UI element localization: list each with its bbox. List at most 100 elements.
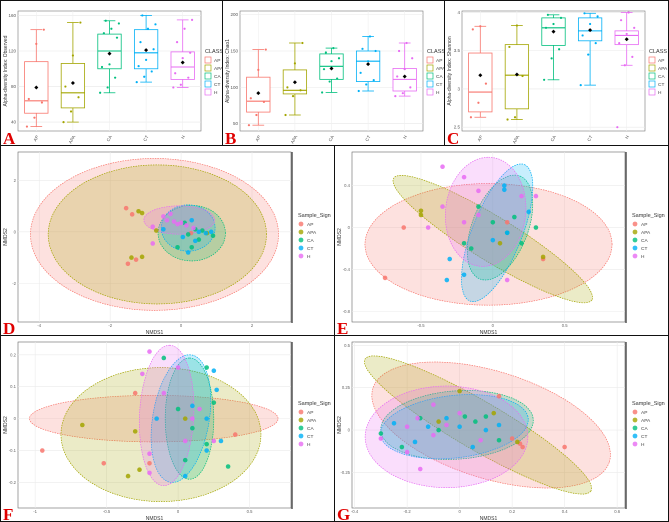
- point-apa: [418, 212, 424, 218]
- legend-key-apa: [298, 229, 304, 235]
- x-tick-label: CA: [328, 135, 335, 143]
- point-ca: [436, 427, 441, 433]
- point-ca: [204, 365, 209, 370]
- legend-label: APA: [307, 418, 317, 424]
- data-point: [332, 46, 335, 50]
- point-apa: [491, 410, 497, 416]
- point-apa: [80, 422, 85, 428]
- box-apa: [504, 44, 530, 110]
- data-point: [150, 70, 153, 73]
- data-point: [249, 97, 252, 100]
- boxplot-chart: 2.5 3 3.5 4 AP APA CA CT H Alpha-diversity Index:…: [447, 10, 668, 144]
- point-ct: [218, 438, 224, 444]
- point-h: [175, 365, 181, 370]
- point-ct: [526, 209, 532, 215]
- point-apa: [497, 240, 503, 246]
- legend-label: CT: [641, 246, 647, 252]
- y-tick-label: 100: [230, 85, 238, 90]
- legend-key-h: [632, 441, 638, 447]
- data-point: [33, 116, 36, 119]
- legend-key-apa: [648, 64, 656, 72]
- legend-label: CA: [436, 74, 443, 80]
- legend-label: APA: [658, 66, 668, 72]
- point-ca: [468, 246, 474, 251]
- legend-label: AP: [658, 58, 664, 64]
- y-tick-label: 80: [11, 84, 17, 89]
- legend-label: CT: [214, 82, 220, 88]
- point-h: [444, 422, 449, 428]
- data-point: [330, 60, 333, 63]
- data-point: [337, 57, 341, 60]
- mean-marker: [107, 51, 112, 56]
- box-h: [170, 51, 195, 80]
- panel-a-observed-boxplot: 40 80 120 160 AP APA CA CT H Alpha-diversity Inde…: [0, 0, 223, 146]
- point-h: [415, 415, 420, 421]
- point-ap: [39, 448, 45, 453]
- y-axis-title: Alpha-diversity Index: Shannon: [447, 36, 453, 105]
- data-point: [77, 96, 80, 99]
- data-point: [143, 75, 146, 78]
- y-tick-label: 0.1: [10, 384, 16, 389]
- point-ct: [496, 422, 502, 428]
- data-point: [367, 60, 370, 63]
- y-tick-label: -0.2: [9, 480, 17, 485]
- data-point: [543, 78, 546, 81]
- data-point: [372, 78, 375, 82]
- data-point: [469, 116, 473, 119]
- point-h: [161, 214, 166, 219]
- data-point: [552, 22, 555, 26]
- point-h: [440, 164, 445, 169]
- x-tick-label: H: [180, 135, 186, 140]
- legend-title: Sample_Sign: [298, 401, 331, 407]
- legend-key-apa: [632, 229, 638, 235]
- point-ct: [412, 439, 418, 445]
- y-tick-label: 2: [14, 178, 17, 183]
- x-tick-label: CA: [106, 135, 113, 143]
- legend-key-ca: [426, 72, 434, 80]
- y-tick-label: -0.8: [343, 309, 351, 314]
- point-ca: [533, 225, 539, 230]
- x-tick-label: CT: [142, 134, 149, 142]
- data-point: [546, 13, 549, 16]
- data-point: [471, 28, 474, 31]
- point-h: [476, 188, 481, 194]
- data-point: [145, 58, 148, 61]
- point-apa: [139, 210, 145, 216]
- point-h: [478, 437, 483, 443]
- point-ap: [123, 205, 129, 211]
- point-ct: [182, 473, 188, 479]
- data-point: [403, 68, 406, 71]
- point-h: [378, 436, 384, 441]
- point-h: [457, 410, 462, 416]
- point-ap: [496, 393, 502, 399]
- y-tick-label: -0.4: [343, 267, 351, 272]
- legend-title: Sample_Sign: [632, 401, 665, 407]
- point-ct: [161, 226, 166, 232]
- data-point: [146, 27, 150, 30]
- data-point: [108, 63, 111, 66]
- legend-label: AP: [641, 222, 647, 228]
- y-tick-label: 2.5: [454, 125, 461, 130]
- mean-marker: [292, 80, 297, 85]
- point-ca: [483, 414, 489, 419]
- y-tick-label: 0.4: [344, 183, 350, 188]
- data-point: [508, 45, 511, 49]
- ellipse-h: [138, 344, 195, 487]
- point-ca: [185, 232, 191, 237]
- point-ct: [470, 444, 476, 450]
- data-point: [137, 65, 140, 68]
- data-point: [135, 81, 138, 84]
- point-ct: [190, 403, 195, 409]
- y-tick-label: -0.25: [340, 470, 350, 475]
- data-point: [558, 48, 561, 51]
- point-ca: [161, 355, 167, 361]
- data-point: [521, 74, 524, 78]
- point-ca: [399, 444, 405, 450]
- data-point: [515, 24, 518, 27]
- point-h: [533, 193, 539, 199]
- x-tick-label: -0.5: [417, 323, 425, 328]
- panel-g-nmds: -0.4 -0.2 0 0.2 0.4 0.6 0.5 0.25 0 -0.25 NMDS1 NMDS…: [334, 335, 669, 522]
- point-apa: [457, 388, 462, 394]
- data-point: [102, 32, 105, 35]
- point-ca: [175, 406, 181, 412]
